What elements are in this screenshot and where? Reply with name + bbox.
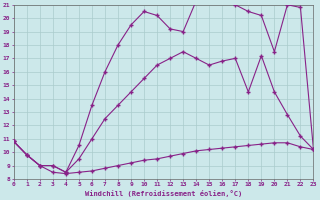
X-axis label: Windchill (Refroidissement éolien,°C): Windchill (Refroidissement éolien,°C) [85,190,242,197]
